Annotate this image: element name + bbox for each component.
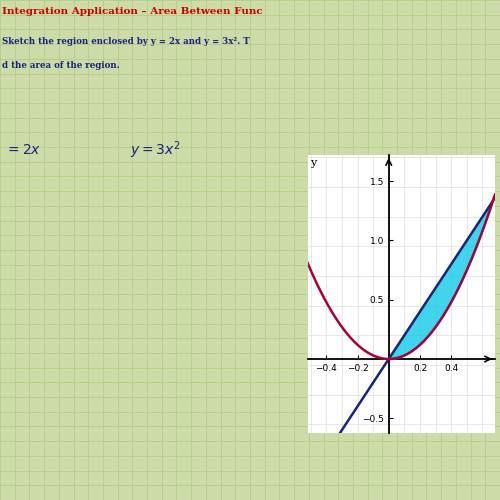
- Text: d the area of the region.: d the area of the region.: [2, 61, 120, 70]
- Text: $= 2x$: $= 2x$: [5, 143, 41, 157]
- Text: y: y: [310, 158, 316, 168]
- Text: Sketch the region enclosed by y = 2x and y = 3x². T: Sketch the region enclosed by y = 2x and…: [2, 38, 250, 46]
- Text: $y = 3x^2$: $y = 3x^2$: [130, 139, 180, 161]
- Text: Integration Application – Area Between Func: Integration Application – Area Between F…: [2, 8, 263, 16]
